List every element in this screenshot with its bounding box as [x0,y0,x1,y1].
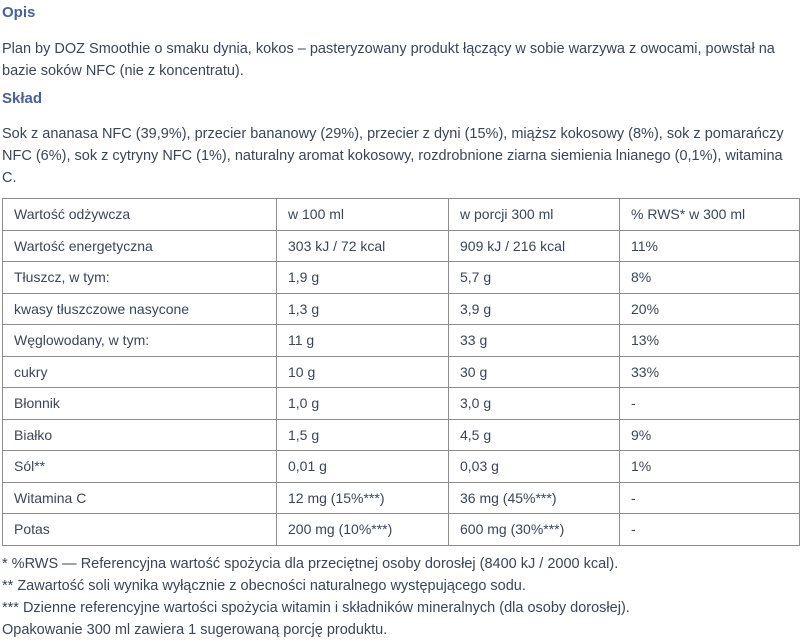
footnotes-block: * %RWS — Referencyjna wartość spożycia d… [2,553,798,641]
nutrition-table: Wartość odżywcza w 100 ml w porcji 300 m… [2,198,800,546]
table-cell: 1,5 g [276,418,449,451]
table-row: Białko 1,5 g 4,5 g 9% [2,418,800,451]
table-cell: 20% [619,292,800,325]
table-row: Sól** 0,01 g 0,03 g 1% [2,450,800,483]
table-cell: cukry [2,355,277,388]
table-row: Tłuszcz, w tym: 1,9 g 5,7 g 8% [2,261,800,294]
opis-section-heading: Opis [2,4,36,21]
table-cell: 1,0 g [276,387,449,420]
nutrition-table-header-row: Wartość odżywcza w 100 ml w porcji 300 m… [2,198,800,231]
table-cell: Sól** [2,450,277,483]
table-cell: 1,3 g [276,292,449,325]
table-cell: - [619,481,800,514]
table-cell: 4,5 g [448,418,620,451]
table-cell: 33% [619,355,800,388]
table-cell: 5,7 g [448,261,620,294]
opis-text: Plan by DOZ Smoothie o smaku dynia, koko… [2,41,775,79]
table-cell: 600 mg (30%***) [448,513,620,546]
table-row: Błonnik 1,0 g 3,0 g- [2,387,800,420]
table-cell: Białko [2,418,277,451]
footnote-rws: * %RWS — Referencyjna wartość spożycia d… [2,555,619,572]
table-cell: 1% [619,450,800,483]
table-cell: 1,9 g [276,261,449,294]
table-header-cell-nutrient: Wartość odżywcza [2,198,277,231]
table-cell: Węglowodany, w tym: [2,324,277,357]
table-cell: Wartość energetyczna [2,229,277,262]
table-row: Potas 200 mg (10%***) 600 mg (30%***) - [2,513,800,546]
footnote-package-portion: Opakowanie 300 ml zawiera 1 sugerowaną p… [2,621,388,638]
nutrition-table-body: Wartość energetyczna 303 kJ / 72 kcal 909 … [2,229,800,546]
table-cell: kwasy tłuszczowe nasycone [2,292,277,325]
table-row: Wartość energetyczna 303 kJ / 72 kcal 909 … [2,229,800,262]
table-row: kwasy tłuszczowe nasycone 1,3 g 3,9 g 20% [2,292,800,325]
table-cell: 3,9 g [448,292,620,325]
table-row: Witamina C 12 mg (15%***) 36 mg (45%***) - [2,481,800,514]
footnote-salt: ** Zawartość soli wynika wyłącznie z obe… [2,577,526,594]
table-cell: Tłuszcz, w tym: [2,261,277,294]
table-cell: Witamina C [2,481,277,514]
table-cell: 3,0 g [448,387,620,420]
table-cell: 12 mg (15%***) [276,481,449,514]
table-header-cell-rws: % RWS* w 300 ml [619,198,800,231]
table-cell: 30 g [448,355,620,388]
table-cell: 200 mg (10%***) [276,513,449,546]
table-cell: - [619,387,800,420]
table-cell: 9% [619,418,800,451]
table-cell: 909 kJ / 216 kcal [448,229,620,262]
table-cell: 11 g [276,324,449,357]
table-header-cell-per-portion: w porcji 300 ml [448,198,620,231]
table-cell: 10 g [276,355,449,388]
table-cell: 0,03 g [448,450,620,483]
table-cell: 33 g [448,324,620,357]
table-header-cell-per-100ml: w 100 ml [276,198,449,231]
table-cell: Potas [2,513,277,546]
table-row: Węglowodany, w tym: 11 g 33 g 13% [2,324,800,357]
table-cell: 8% [619,261,800,294]
table-row: cukry 10 g 30 g 33% [2,355,800,388]
sklad-section-heading: Skład [2,90,43,107]
sklad-ingredients-text: Sok z ananasa NFC (39,9%), przecier bana… [2,126,784,186]
table-cell: 303 kJ / 72 kcal [276,229,449,262]
table-cell: 0,01 g [276,450,449,483]
table-cell: - [619,513,800,546]
table-cell: 13% [619,324,800,357]
table-cell: 36 mg (45%***) [448,481,620,514]
table-cell: Błonnik [2,387,277,420]
table-cell: 11% [619,229,800,262]
